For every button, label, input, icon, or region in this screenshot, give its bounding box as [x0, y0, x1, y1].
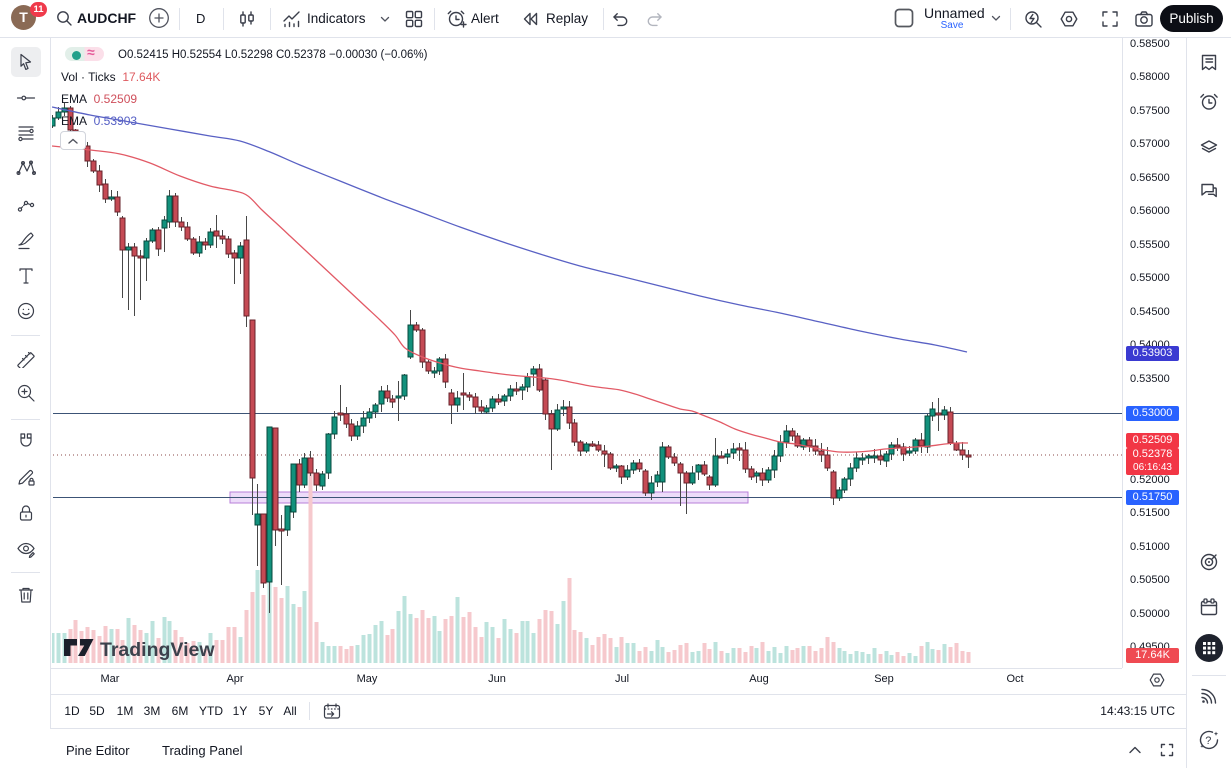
svg-text:TradingView: TradingView [100, 639, 215, 661]
svg-text:?: ? [1205, 735, 1211, 747]
